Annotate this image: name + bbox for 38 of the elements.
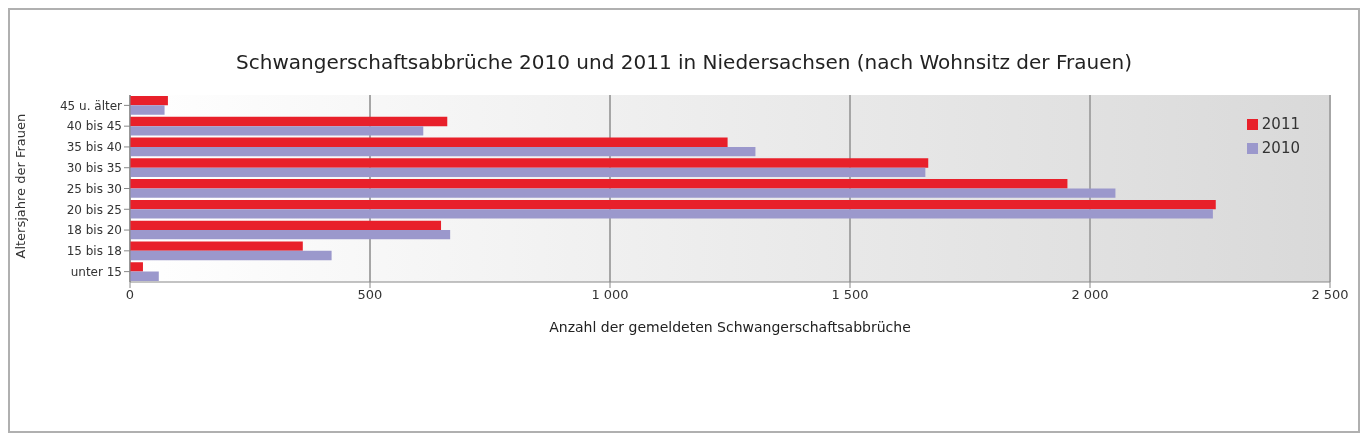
- bar: [130, 179, 1068, 189]
- bar: [130, 250, 332, 261]
- bar: [130, 241, 303, 251]
- x-tick-label: 1 500: [831, 287, 869, 303]
- bar: [130, 158, 929, 168]
- bar: [130, 146, 756, 157]
- bar: [130, 271, 159, 281]
- y-tick-label: 15 bis 18: [66, 244, 122, 259]
- bar: [130, 126, 424, 136]
- y-tick-label: unter 15: [70, 264, 122, 279]
- bar: [130, 188, 1116, 198]
- bar: [130, 230, 451, 240]
- bar: [130, 137, 728, 147]
- bar: [130, 262, 143, 272]
- x-tick-label: 2 000: [1071, 287, 1109, 303]
- bar: [130, 167, 926, 178]
- chart-title: Schwangerschaftsabbrüche 2010 und 2011 in Niedersachsen (nach Wohnsitz der Frauen): [235, 50, 1133, 74]
- bar: [130, 96, 168, 106]
- x-tick-label: 2 500: [1311, 287, 1349, 303]
- y-tick-label: 25 bis 30: [66, 181, 122, 196]
- x-axis-title: Anzahl der gemeldeten Schwangerschaftsabbrüche: [549, 319, 911, 335]
- bar: [130, 209, 1213, 219]
- bar: [130, 220, 442, 231]
- bar: [130, 116, 448, 127]
- bar: [130, 199, 1216, 210]
- y-axis-title: Altersjahre der Frauen: [12, 113, 28, 259]
- x-tick-label: 500: [357, 287, 383, 303]
- y-tick-label: 18 bis 20: [66, 223, 122, 238]
- x-tick-label: 0: [125, 287, 135, 303]
- x-tick-label: 1 000: [591, 287, 629, 303]
- y-tick-label: 20 bis 25: [66, 202, 122, 217]
- y-tick-label: 30 bis 35: [66, 160, 122, 175]
- legend-label: 2010: [1261, 139, 1300, 157]
- y-tick-label: 40 bis 45: [66, 119, 122, 134]
- y-tick-label: 45 u. älter: [59, 98, 123, 113]
- y-tick-label: 35 bis 40: [66, 140, 122, 155]
- legend-label: 2011: [1261, 115, 1300, 133]
- bar: [130, 105, 165, 115]
